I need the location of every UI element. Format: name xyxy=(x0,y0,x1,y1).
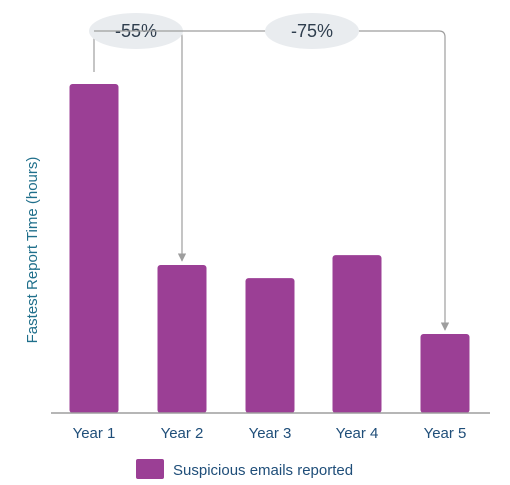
x-tick-label: Year 2 xyxy=(161,425,204,442)
legend-swatch xyxy=(136,459,164,479)
bar-year-5 xyxy=(420,334,470,413)
legend-label: Suspicious emails reported xyxy=(173,462,353,479)
bar-year-4 xyxy=(332,255,382,413)
bar-year-1 xyxy=(69,84,119,413)
bar-year-3 xyxy=(245,278,295,413)
annotation-label: -75% xyxy=(291,21,333,41)
x-tick-label: Year 5 xyxy=(424,425,467,442)
bar-year-2 xyxy=(157,264,207,413)
x-tick-labels: Year 1 Year 2 Year 3 Year 4 Year 5 xyxy=(73,425,467,442)
x-tick-label: Year 3 xyxy=(249,425,292,442)
annotations: -55% -75% xyxy=(89,13,450,331)
bars xyxy=(69,84,470,413)
annotation-arrow xyxy=(94,30,450,331)
annotation-bubble xyxy=(265,13,359,49)
legend: Suspicious emails reported xyxy=(136,459,353,479)
x-tick-label: Year 4 xyxy=(336,425,379,442)
x-tick-label: Year 1 xyxy=(73,425,116,442)
y-axis-label: Fastest Report Time (hours) xyxy=(24,157,41,344)
